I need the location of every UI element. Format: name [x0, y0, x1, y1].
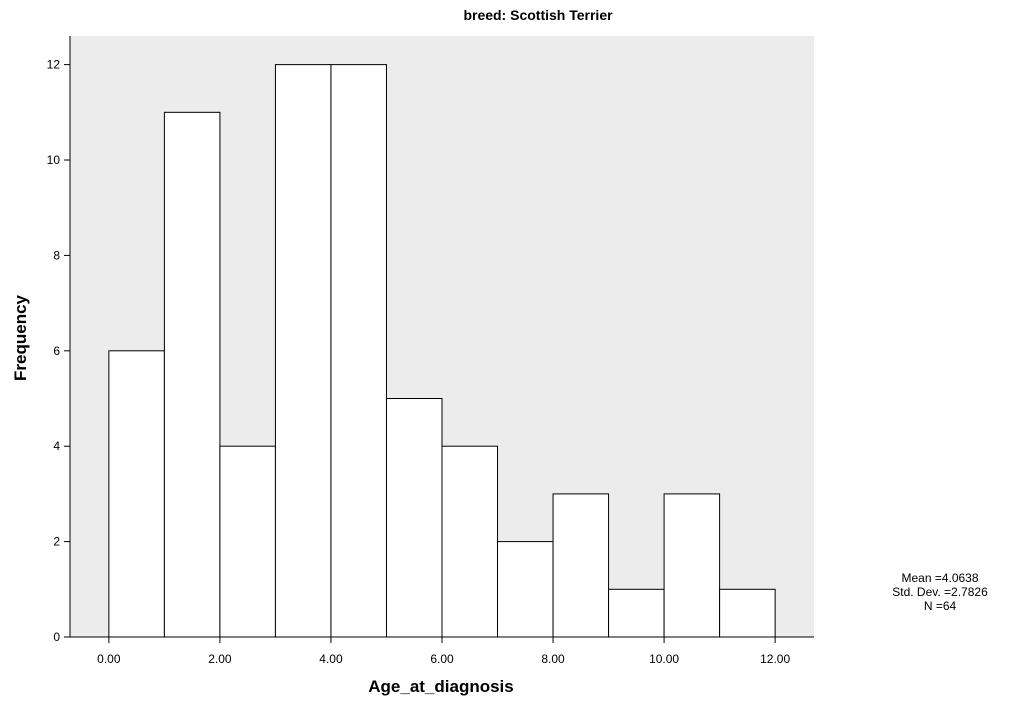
- stats-std-dev: Std. Dev. =2.7826: [892, 585, 988, 599]
- y-tick-label: 10: [47, 153, 61, 167]
- x-tick-label: 12.00: [760, 652, 790, 666]
- y-axis-label: Frequency: [11, 294, 30, 381]
- histogram-bar: [108, 350, 165, 638]
- y-tick-label: 8: [53, 248, 60, 262]
- x-tick-label: 8.00: [541, 652, 565, 666]
- y-tick-label: 12: [47, 58, 61, 72]
- stats-n: N =64: [924, 599, 957, 613]
- y-tick-label: 4: [53, 439, 60, 453]
- statistics-box: Mean =4.0638 Std. Dev. =2.7826 N =64: [892, 571, 988, 613]
- x-tick-label: 4.00: [319, 652, 343, 666]
- x-tick-label: 2.00: [208, 652, 232, 666]
- histogram-bar: [330, 64, 387, 638]
- histogram-bars: [108, 64, 776, 638]
- chart-title: breed: Scottish Terrier: [463, 7, 613, 23]
- y-tick-label: 2: [53, 535, 60, 549]
- y-tick-label: 0: [53, 630, 60, 644]
- x-tick-label: 10.00: [649, 652, 679, 666]
- y-tick-label: 6: [53, 344, 60, 358]
- histogram-bar: [608, 588, 665, 638]
- histogram-bar: [719, 588, 776, 638]
- histogram-bar: [274, 64, 332, 638]
- histogram-bar: [497, 541, 554, 638]
- x-axis-ticks: 0.00 2.00 4.00 6.00 8.00 10.00 12.00: [97, 637, 790, 666]
- x-tick-label: 0.00: [97, 652, 121, 666]
- stats-mean: Mean =4.0638: [901, 571, 978, 585]
- y-axis-ticks: 0 2 4 6 8 10 12: [47, 58, 70, 644]
- x-tick-label: 6.00: [430, 652, 454, 666]
- histogram-bar: [163, 111, 221, 638]
- histogram-bar: [552, 493, 610, 638]
- histogram-bar: [441, 445, 499, 638]
- histogram-bar: [663, 493, 721, 638]
- x-axis-label: Age_at_diagnosis: [368, 677, 514, 696]
- histogram-bar: [385, 398, 443, 638]
- histogram-bar: [219, 445, 276, 638]
